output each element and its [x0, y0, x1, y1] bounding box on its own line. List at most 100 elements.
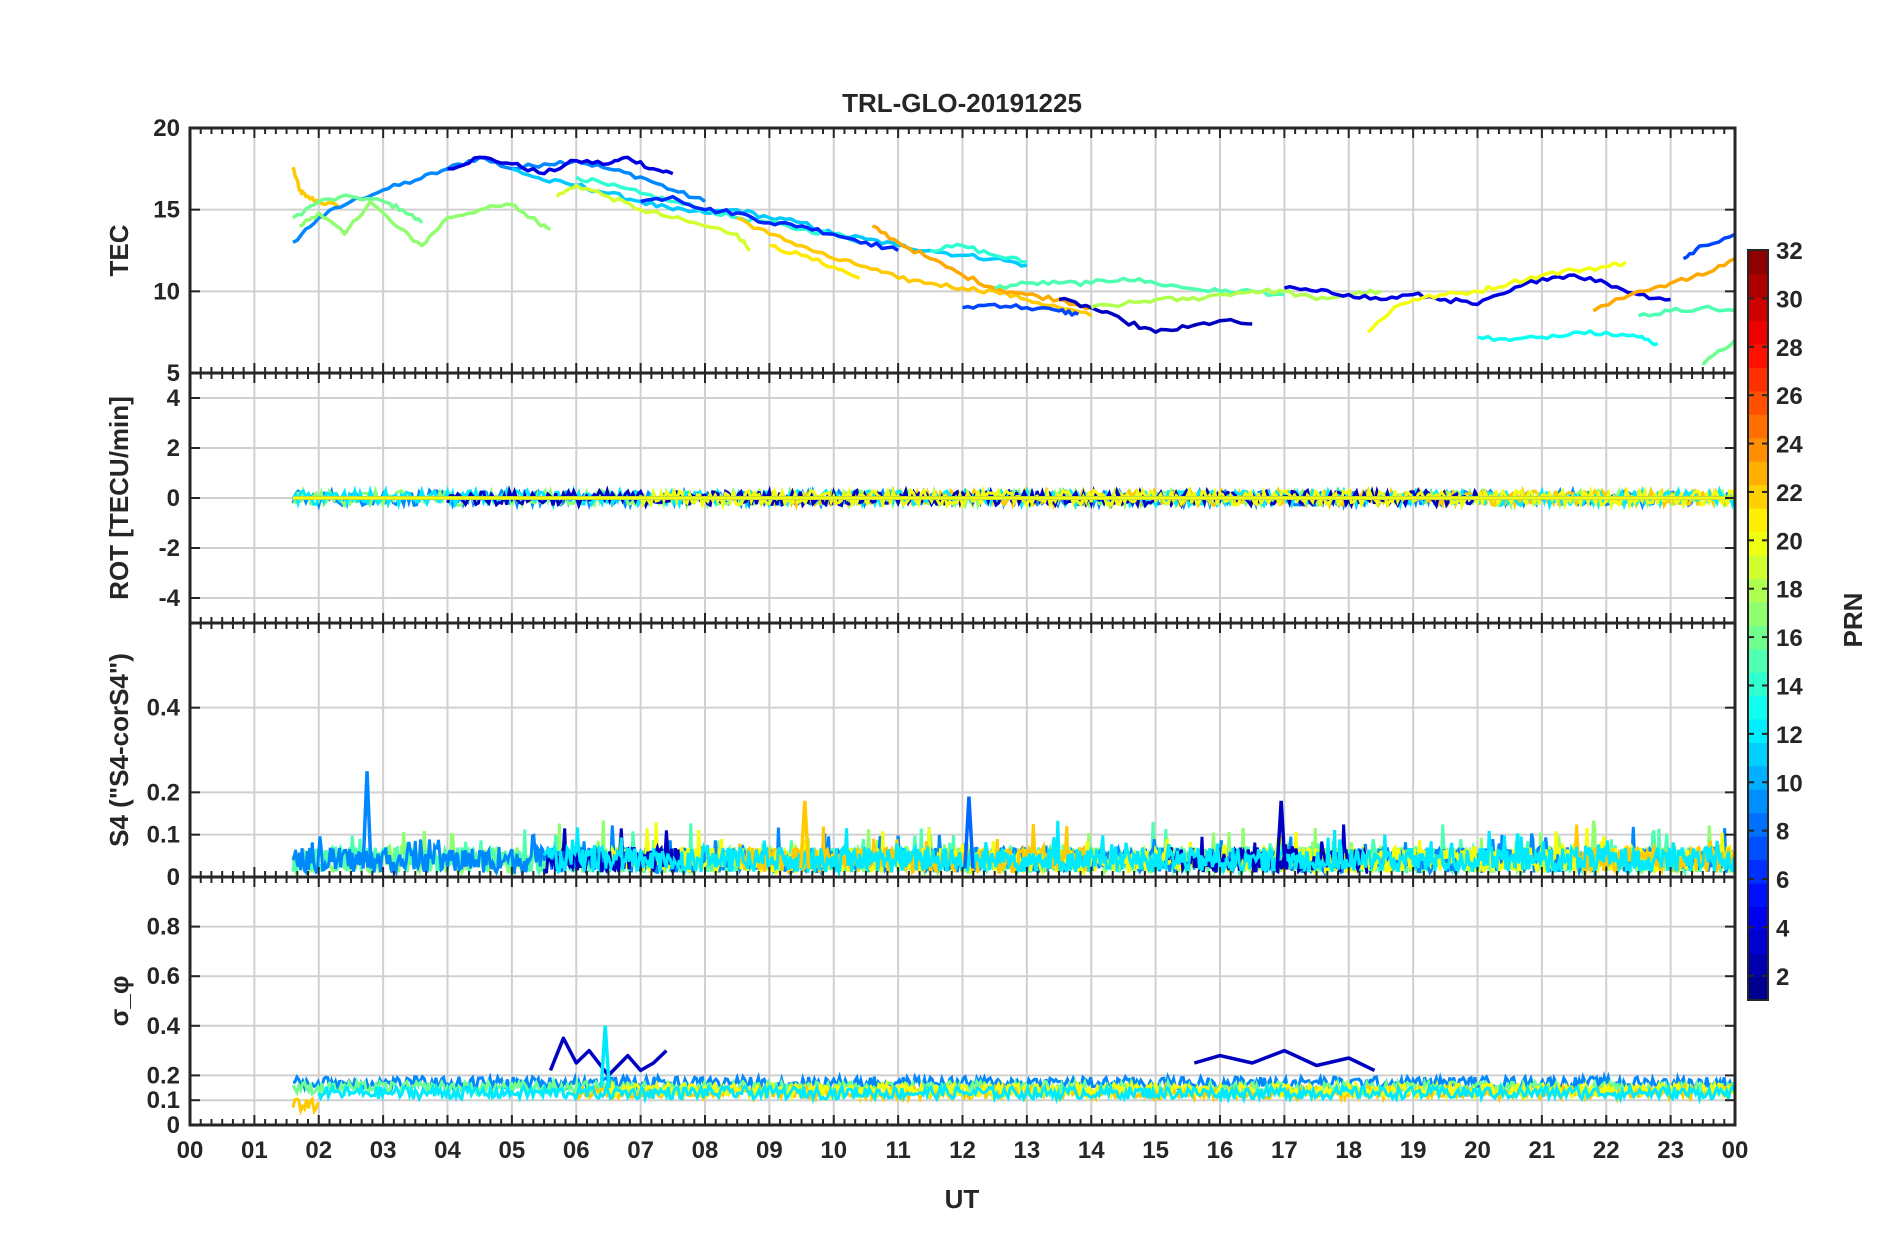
colorbar-segment	[1748, 414, 1768, 439]
colorbar-segment	[1748, 742, 1768, 767]
colorbar-segment	[1748, 953, 1768, 978]
colorbar-segment	[1748, 929, 1768, 954]
colorbar-tick-label: 2	[1776, 964, 1789, 991]
x-tick-label: 19	[1400, 1137, 1427, 1164]
colorbar-segment	[1748, 882, 1768, 908]
x-tick-label: 16	[1207, 1137, 1234, 1164]
y-tick-label: 0.2	[147, 1062, 180, 1089]
colorbar-tick-label: 18	[1776, 577, 1803, 604]
y-tick-label: 0	[167, 1112, 180, 1139]
x-tick-label: 00	[177, 1137, 204, 1164]
series-line	[1637, 304, 1735, 318]
series-line	[1090, 287, 1382, 310]
panel-sigma_phi: 00.10.2 0.4 0.6 0.8 σ_φ	[104, 875, 1737, 1139]
x-tick-label: 14	[1078, 1137, 1105, 1164]
colorbar-tick-label: 14	[1776, 673, 1803, 700]
x-tick-label: 17	[1271, 1137, 1298, 1164]
series-noise-line	[446, 485, 1479, 510]
series-line	[361, 771, 373, 869]
series-line	[1701, 339, 1735, 366]
colorbar-tick-label: 6	[1776, 867, 1789, 894]
x-tick-label: 23	[1657, 1137, 1684, 1164]
series-line	[769, 243, 861, 280]
series-line	[447, 155, 674, 176]
colorbar-segment	[1748, 250, 1768, 275]
colorbar-tick-label: 4	[1776, 915, 1790, 942]
colorbar-tick-label: 20	[1776, 528, 1803, 555]
colorbar-segment	[1748, 812, 1768, 837]
panel-data	[291, 1025, 1735, 1116]
colorbar-tick-label: 8	[1776, 819, 1789, 846]
x-tick-label: 18	[1335, 1137, 1362, 1164]
colorbar-segment	[1748, 460, 1768, 486]
colorbar-tick-label: 22	[1776, 480, 1803, 507]
series-line	[1682, 232, 1735, 261]
colorbar-frame	[1747, 249, 1769, 1001]
y-axis-label: ROT [TECU/min]	[104, 396, 134, 600]
colorbar-segment	[1748, 437, 1768, 462]
colorbar-segment	[1748, 601, 1768, 626]
series-line	[963, 796, 975, 869]
y-tick-label: 0.1	[147, 822, 180, 849]
x-tick-label: 04	[434, 1137, 461, 1164]
series-line	[871, 224, 1092, 311]
y-tick-label: 0.8	[147, 914, 180, 941]
panel-data	[291, 155, 1735, 366]
y-tick-label: 4	[167, 385, 181, 412]
series-line	[640, 194, 900, 252]
x-tick-label: 20	[1464, 1137, 1491, 1164]
colorbar-segment	[1748, 671, 1768, 697]
y-tick-label: 0.4	[147, 1013, 181, 1040]
colorbar-segment	[1748, 859, 1768, 884]
series-line	[1592, 257, 1735, 313]
x-tick-label: 15	[1142, 1137, 1169, 1164]
colorbar-label: PRN	[1838, 593, 1868, 648]
x-tick-label: 09	[756, 1137, 783, 1164]
x-tick-label: 12	[949, 1137, 976, 1164]
series-line	[555, 183, 752, 252]
series-line	[298, 199, 552, 248]
colorbar-segment	[1748, 835, 1768, 861]
panel-data	[291, 485, 1735, 512]
colorbar-tick-label: 30	[1776, 286, 1803, 313]
chart-title: TRL-GLO-20191225	[842, 88, 1082, 118]
panel-tec: 5 10 15 20 TEC	[104, 115, 1737, 387]
colorbar-tick-label: 26	[1776, 383, 1803, 410]
series-line	[799, 800, 811, 869]
series-line	[291, 166, 340, 208]
panel-rot: -4 -2 0 2 4 ROT [TECU/min]	[104, 371, 1737, 625]
series-noise-line	[542, 820, 1735, 877]
y-tick-label: 0.6	[147, 963, 180, 990]
series-line	[1275, 800, 1287, 869]
colorbar-segment	[1748, 718, 1768, 743]
y-tick-label: 0	[167, 485, 180, 512]
x-tick-label: 00	[1722, 1137, 1749, 1164]
colorbar-segment	[1748, 906, 1768, 931]
colorbar-segment	[1748, 531, 1768, 556]
colorbar-segment	[1748, 578, 1768, 603]
series-line	[929, 242, 1027, 264]
colorbar-segment	[1748, 507, 1768, 533]
series-line	[1477, 329, 1659, 347]
colorbar-tick-label: 10	[1776, 770, 1803, 797]
colorbar-segment	[1748, 765, 1768, 790]
y-axis-label: S4 ("S4-corS4")	[104, 653, 134, 847]
y-tick-label: 0.4	[147, 695, 181, 722]
series-line	[599, 1025, 611, 1088]
colorbar-segment	[1748, 390, 1768, 415]
colorbar-tick-label: 28	[1776, 335, 1803, 362]
colorbar-segment	[1748, 367, 1768, 392]
colorbar-segment	[1748, 484, 1768, 509]
colorbar-segment	[1748, 320, 1768, 345]
y-tick-label: 2	[167, 435, 180, 462]
series-line	[1366, 260, 1627, 334]
x-tick-label: 06	[563, 1137, 590, 1164]
colorbar-tick-label: 24	[1776, 432, 1803, 459]
x-tick-label: 13	[1014, 1137, 1041, 1164]
y-axis-label: σ_φ	[104, 976, 134, 1027]
colorbar-segment	[1748, 976, 1768, 1001]
colorbar-segment	[1748, 789, 1768, 814]
